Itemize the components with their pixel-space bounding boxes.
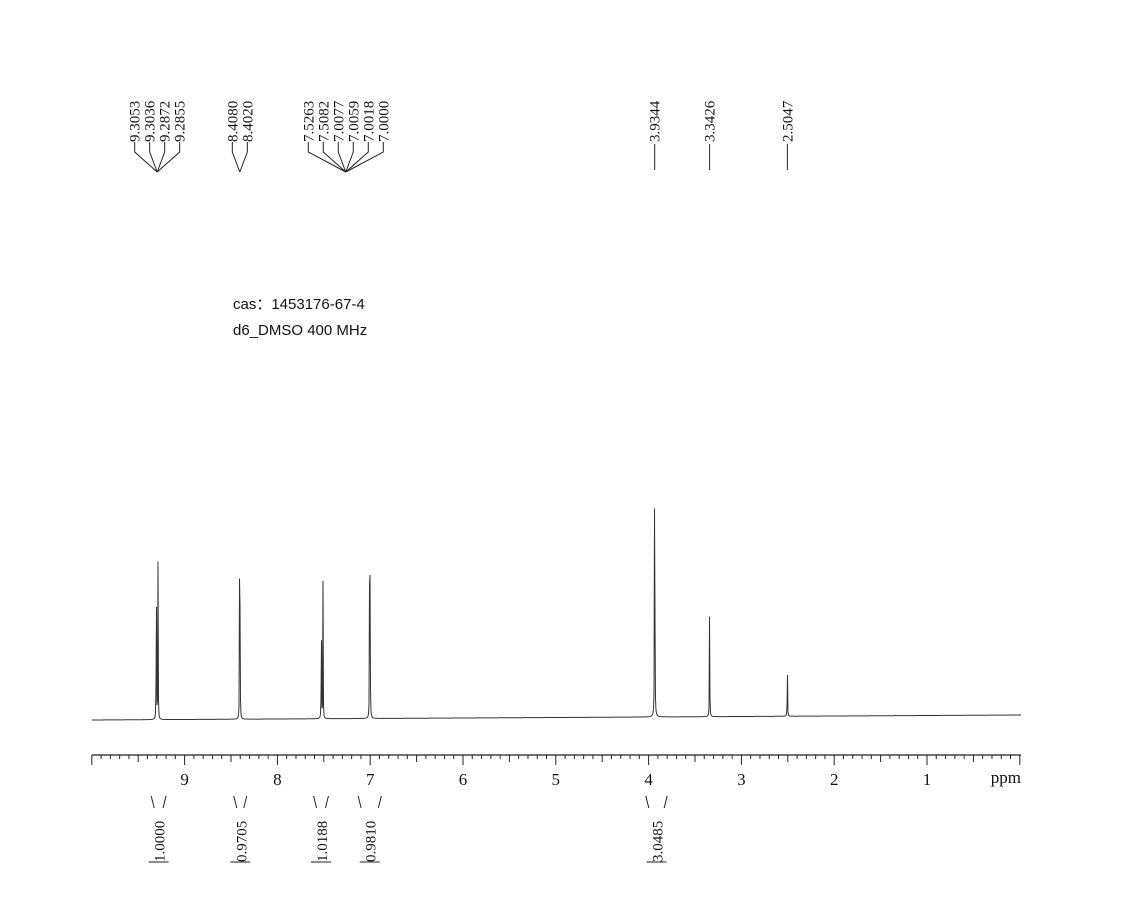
peak-label: 9.3053 <box>128 101 144 142</box>
x-tick-label: 7 <box>366 770 375 789</box>
integral-bracket <box>645 795 668 809</box>
x-tick-label: 4 <box>644 770 653 789</box>
x-axis: 9 8 7 6 5 4 3 2 1 ppm <box>91 754 1021 789</box>
peak-label: 7.5263 <box>301 101 317 142</box>
peak-label: 3.3426 <box>703 100 719 142</box>
x-tick-label: 9 <box>180 770 189 789</box>
solvent-frequency: d6_DMSO 400 MHz <box>233 322 368 339</box>
peak-label-connector <box>149 142 158 173</box>
peak-label-connector <box>239 142 248 173</box>
integral-value-label: 1.0000 <box>153 821 169 862</box>
peak-label: 7.0000 <box>376 101 392 142</box>
spectrum-trace <box>91 508 1021 721</box>
peak-label-connector <box>134 142 158 173</box>
peak-label: 9.2855 <box>173 101 189 142</box>
x-axis-unit-label: ppm <box>991 768 1021 787</box>
peak-label-connector <box>345 142 354 173</box>
peak-label: 3.9344 <box>648 100 664 142</box>
peak-label: 7.0018 <box>361 101 377 142</box>
integral-value-label: 0.9810 <box>364 821 380 862</box>
x-tick-label: 8 <box>273 770 282 789</box>
peak-label-connector <box>322 142 347 173</box>
integral-value-label: 0.9705 <box>234 821 250 862</box>
peak-label: 2.5047 <box>780 100 796 142</box>
sample-info: cas：1453176-67-4 d6_DMSO 400 MHz <box>233 292 367 344</box>
x-tick-label: 1 <box>923 770 932 789</box>
integral-bracket <box>233 795 248 809</box>
integral-bracket <box>313 795 329 809</box>
x-tick-label: 6 <box>459 770 468 789</box>
peak-label-connector <box>156 142 166 173</box>
peak-label: 7.0077 <box>331 100 347 142</box>
peak-label: 9.3036 <box>143 100 159 142</box>
peak-labels: 9.3053 9.3036 9.2872 9.2855 8.4080 8.4020 7.52… <box>128 100 796 173</box>
x-tick-label: 3 <box>737 770 746 789</box>
x-tick-label: 5 <box>552 770 561 789</box>
spectrum <box>91 508 1021 721</box>
peak-label-connector <box>337 142 347 173</box>
peak-label: 9.2872 <box>158 101 174 142</box>
integral-bracket <box>150 795 167 809</box>
x-tick-label: 2 <box>830 770 839 789</box>
peak-label-connector <box>307 142 347 173</box>
peak-label: 7.5082 <box>316 101 332 142</box>
peak-label-connector <box>231 142 241 173</box>
integral-value-label: 1.0188 <box>315 821 331 862</box>
integrals: 1.0000 0.9705 1.0188 0.9810 3.0485 <box>148 795 668 863</box>
peak-label-connector <box>345 142 369 173</box>
peak-label: 8.4020 <box>240 101 256 142</box>
peak-label-connector <box>156 142 181 173</box>
integral-bracket <box>357 795 382 809</box>
peak-label-connector <box>345 142 384 173</box>
peak-label: 8.4080 <box>225 101 241 142</box>
peak-label: 7.0059 <box>346 101 362 142</box>
integral-value-label: 3.0485 <box>650 821 666 862</box>
cas-number: cas：1453176-67-4 <box>233 296 365 313</box>
